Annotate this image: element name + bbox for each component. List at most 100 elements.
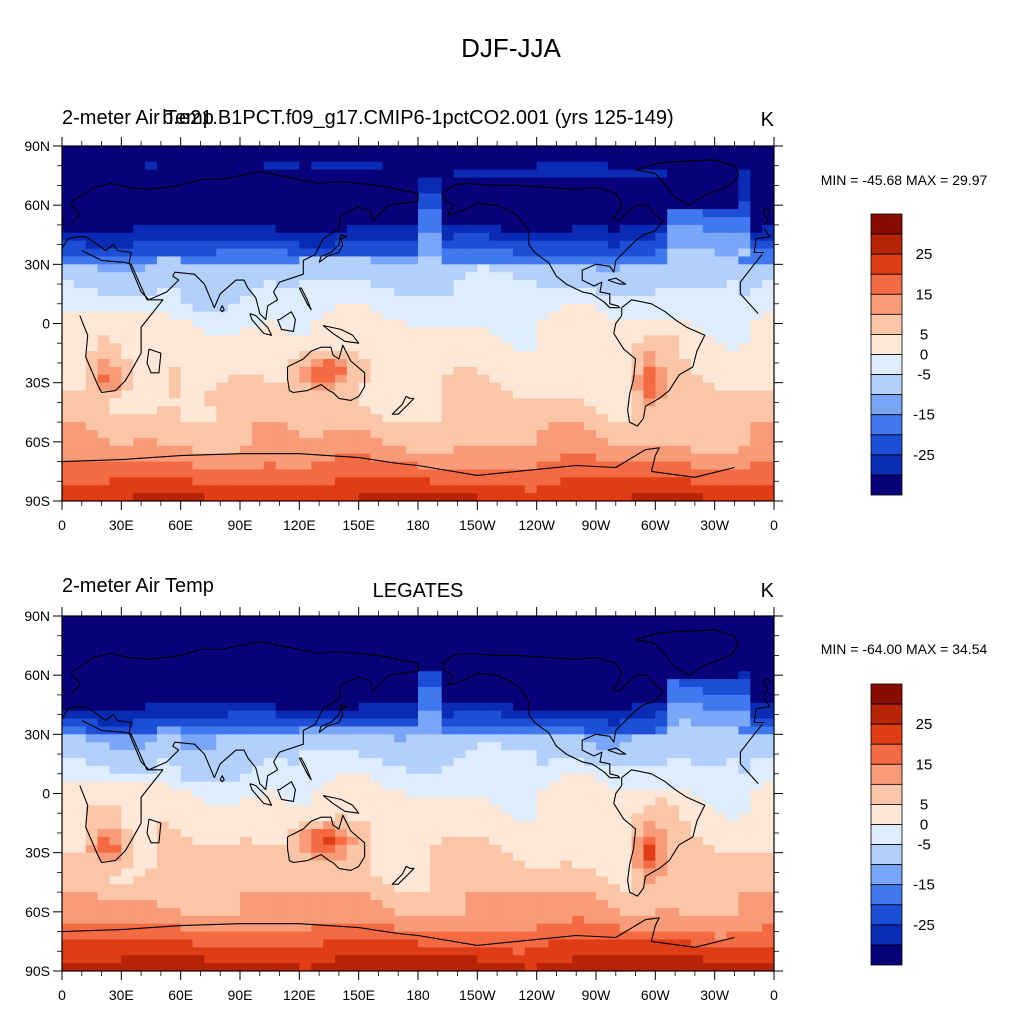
field-cell <box>536 248 550 258</box>
field-cell <box>204 264 217 273</box>
field-cell <box>489 209 502 218</box>
field-cell <box>679 789 692 799</box>
field-cell <box>121 453 134 463</box>
field-cell <box>762 655 774 664</box>
field-cell <box>738 797 751 806</box>
field-cell <box>287 623 300 633</box>
field-cell <box>287 679 300 688</box>
field-cell <box>109 209 122 218</box>
field-cell <box>453 288 467 297</box>
field-cell <box>275 146 289 155</box>
field-cell <box>489 161 502 171</box>
field-cell <box>631 679 645 688</box>
field-cell <box>524 280 538 289</box>
field-cell <box>714 217 728 226</box>
field-cell <box>382 758 395 767</box>
field-cell <box>228 319 241 329</box>
field-cell <box>418 616 431 625</box>
field-cell <box>358 631 372 641</box>
field-cell <box>216 805 229 814</box>
field-cell <box>97 765 111 775</box>
field-cell <box>168 852 182 862</box>
field-cell <box>762 422 774 431</box>
field-cell <box>489 616 502 625</box>
field-cell <box>560 726 573 735</box>
field-cell <box>311 335 324 344</box>
field-cell <box>418 185 431 194</box>
field-cell <box>690 836 704 846</box>
field-cell <box>465 359 478 368</box>
field-cell <box>762 844 774 854</box>
field-cell <box>631 694 645 704</box>
field-cell <box>714 702 728 712</box>
field-cell <box>643 430 656 439</box>
field-cell <box>394 773 407 783</box>
field-cell <box>73 374 87 384</box>
field-cell <box>204 272 217 281</box>
field-cell <box>346 414 360 423</box>
field-cell <box>548 868 561 877</box>
field-cell <box>133 319 146 329</box>
field-cell <box>370 655 383 664</box>
field-cell <box>121 876 134 885</box>
field-cell <box>596 469 609 478</box>
field-cell <box>311 655 324 664</box>
field-cell <box>168 209 182 218</box>
field-cell <box>738 655 751 664</box>
field-cell <box>358 797 372 806</box>
field-cell <box>489 382 502 392</box>
field-cell <box>690 153 704 163</box>
field-cell <box>655 750 668 759</box>
field-cell <box>109 639 122 649</box>
field-cell <box>228 485 241 494</box>
field-cell <box>465 335 478 344</box>
field-cell <box>382 726 395 735</box>
field-cell <box>572 765 585 775</box>
field-cell <box>726 422 739 431</box>
field-cell <box>619 639 633 649</box>
field-cell <box>418 702 431 712</box>
field-cell <box>477 852 490 862</box>
field-cell <box>406 311 419 321</box>
field-cell <box>192 422 205 431</box>
field-cell <box>750 876 763 885</box>
field-cell <box>287 805 300 814</box>
colorbar-label: 15 <box>916 286 933 303</box>
field-cell <box>441 631 455 641</box>
field-cell <box>655 631 668 641</box>
field-cell <box>121 485 134 494</box>
field-cell <box>299 240 312 250</box>
field-cell <box>512 422 526 431</box>
field-cell <box>299 639 312 649</box>
field-cell <box>418 437 431 447</box>
field-cell <box>512 485 526 494</box>
field-cell <box>512 860 526 870</box>
field-cell <box>714 153 728 163</box>
field-cell <box>358 224 372 234</box>
field-cell <box>145 414 158 423</box>
field-cell <box>216 663 229 672</box>
field-cell <box>655 477 668 486</box>
field-cell <box>655 169 668 179</box>
field-cell <box>548 781 561 791</box>
field-cell <box>240 374 253 384</box>
field-cell <box>251 217 265 226</box>
field-cell <box>62 884 75 893</box>
field-cell <box>524 335 538 344</box>
field-cell <box>406 437 419 447</box>
field-cell <box>240 694 253 704</box>
field-cell <box>524 671 538 680</box>
field-cell <box>631 469 645 478</box>
field-cell <box>382 366 395 376</box>
field-cell <box>85 351 99 360</box>
field-cell <box>275 288 289 297</box>
field-cell <box>299 702 312 712</box>
field-cell <box>73 773 87 783</box>
field-cell <box>346 437 360 447</box>
field-cell <box>73 876 87 885</box>
field-cell <box>512 876 526 885</box>
field-cell <box>358 272 372 281</box>
field-cell <box>631 256 645 265</box>
field-cell <box>394 710 407 720</box>
field-cell <box>85 679 99 688</box>
